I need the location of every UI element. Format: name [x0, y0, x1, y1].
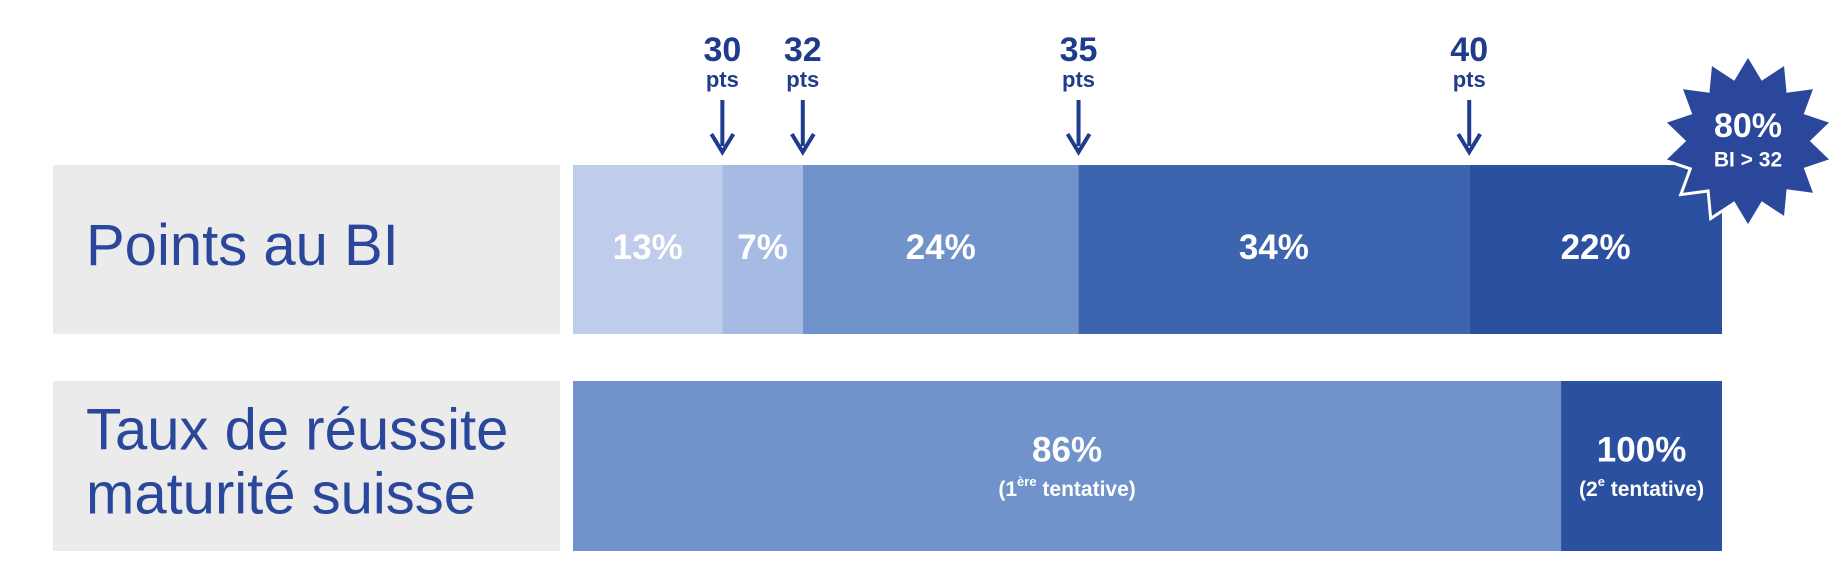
label-box [53, 381, 560, 551]
segment-label: 7% [737, 228, 788, 267]
label-box [53, 165, 560, 334]
threshold-value: 40 [1450, 31, 1488, 69]
note-part: tentative) [1037, 478, 1136, 501]
note-part: (1 [998, 478, 1017, 501]
bar-segment [1078, 165, 1470, 334]
bar-segment [722, 165, 803, 334]
threshold-arrowhead [790, 132, 816, 156]
row-label: Points au BI [86, 213, 399, 278]
segment-label: 24% [906, 228, 976, 267]
row-label: Taux de réussite [86, 397, 508, 462]
threshold-arrowhead [1456, 132, 1482, 156]
threshold-value: 32 [784, 31, 822, 69]
badge-text: 80% [1714, 107, 1782, 145]
segment-label: 13% [613, 228, 683, 267]
bar-note: (2e tentative) [1579, 474, 1704, 501]
badge-star [1661, 52, 1835, 230]
note-part: tentative) [1605, 478, 1704, 501]
threshold-value: 35 [1060, 31, 1098, 69]
note-part: e [1598, 474, 1605, 489]
bar-label: 86% [1032, 430, 1102, 469]
threshold-value: 30 [703, 31, 741, 69]
bar [573, 381, 1562, 551]
segment-label: 22% [1561, 228, 1631, 267]
note-part: ère [1017, 474, 1037, 489]
threshold-arrowhead [1065, 132, 1092, 156]
bar-label: 100% [1597, 430, 1687, 469]
bar-segment [802, 165, 1079, 334]
segment-label: 34% [1239, 228, 1309, 267]
row-label: maturité suisse [86, 461, 476, 526]
bar-note: (1ère tentative) [998, 474, 1135, 501]
note-part: (2 [1579, 478, 1598, 501]
bar-segment [573, 165, 723, 334]
threshold-unit: pts [706, 67, 739, 92]
badge-subtext: BI > 32 [1714, 149, 1782, 172]
threshold-unit: pts [1453, 67, 1486, 92]
threshold-unit: pts [1062, 67, 1095, 92]
threshold-arrowhead [709, 132, 736, 156]
threshold-unit: pts [786, 67, 819, 92]
